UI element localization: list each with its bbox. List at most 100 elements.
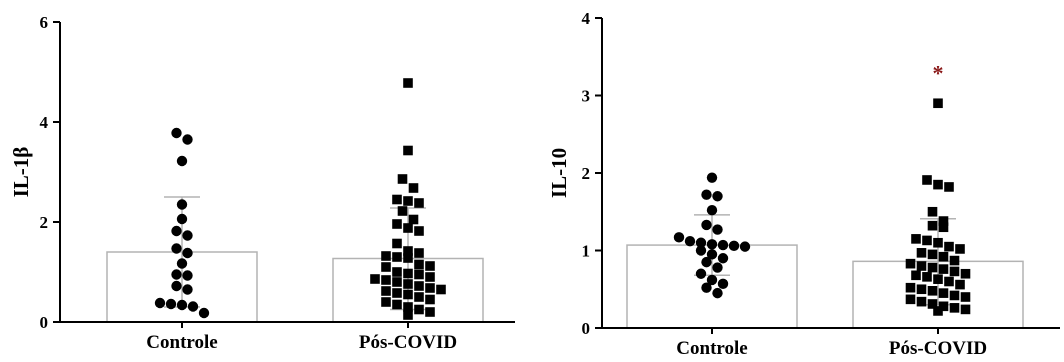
- point-1-40: [414, 304, 424, 315]
- point-0-0: [171, 127, 182, 139]
- point-1-37: [938, 301, 949, 312]
- point-1-11: [414, 226, 424, 236]
- point-0-12: [739, 241, 751, 252]
- point-1-39: [960, 304, 971, 315]
- point-0-20: [717, 278, 729, 290]
- point-0-4: [176, 213, 188, 225]
- point-1-41: [425, 307, 435, 317]
- y-tick-label-3: 6: [40, 13, 49, 32]
- point-1-12: [392, 238, 402, 249]
- point-1-3: [944, 182, 954, 192]
- point-0-18: [695, 268, 707, 279]
- point-1-16: [949, 255, 960, 266]
- point-0-3: [176, 199, 188, 210]
- point-1-18: [414, 259, 424, 270]
- point-1-31: [436, 284, 446, 295]
- y-tick-label-2: 4: [40, 113, 49, 132]
- point-1-30: [425, 283, 435, 293]
- point-0-3: [706, 205, 718, 216]
- point-1-1: [403, 145, 413, 156]
- y-axis-label: IL-10: [547, 148, 571, 198]
- point-1-10: [403, 223, 413, 233]
- point-1-38: [392, 299, 402, 310]
- point-1-17: [403, 253, 413, 263]
- point-0-11: [728, 240, 740, 252]
- point-0-16: [176, 299, 188, 311]
- point-1-22: [960, 268, 971, 279]
- point-1-38: [949, 303, 960, 313]
- point-0-13: [182, 284, 193, 295]
- point-1-26: [944, 276, 954, 287]
- point-0-0: [706, 172, 718, 183]
- point-1-30: [927, 286, 938, 296]
- point-0-1: [701, 189, 712, 200]
- point-0-11: [182, 270, 193, 281]
- point-1-29: [916, 284, 927, 295]
- x-category-label-0: Controle: [676, 338, 747, 359]
- y-tick-label-4: 4: [582, 9, 591, 28]
- point-1-12: [955, 244, 965, 254]
- il10-panel: 0 1 2 3 4 Controle Pós-COVID IL-10 *: [547, 9, 1060, 359]
- point-0-12: [171, 280, 182, 292]
- point-1-18: [916, 261, 927, 271]
- y-tick-label-2: 2: [582, 164, 591, 183]
- point-1-27: [955, 279, 965, 290]
- x-category-label-0: Controle: [146, 332, 217, 353]
- y-tick-label-0: 0: [582, 319, 591, 338]
- point-1-19: [927, 262, 938, 273]
- point-1-15: [938, 251, 949, 262]
- point-0-21: [701, 282, 712, 293]
- point-1-29: [414, 281, 424, 291]
- point-1-35: [916, 296, 927, 307]
- point-0-2: [176, 155, 188, 167]
- il1b-panel: 0 2 4 6 Controle Pós-COVID IL-1β: [9, 13, 515, 353]
- point-0-13: [695, 245, 707, 256]
- y-tick-label-0: 0: [40, 313, 49, 332]
- point-1-3: [408, 183, 419, 193]
- significance-marker-0: *: [933, 60, 944, 85]
- point-0-9: [176, 258, 188, 269]
- point-1-7: [938, 222, 949, 233]
- point-1-34: [403, 289, 413, 300]
- x-category-label-1: Pós-COVID: [889, 338, 987, 359]
- point-0-5: [712, 224, 723, 235]
- point-1-28: [403, 279, 413, 289]
- y-tick-label-1: 2: [40, 213, 49, 232]
- point-0-2: [712, 191, 723, 202]
- point-1-0: [933, 98, 943, 109]
- point-0-15: [717, 253, 729, 264]
- point-1-11: [944, 241, 954, 252]
- point-1-32: [381, 286, 391, 296]
- point-0-5: [171, 225, 182, 237]
- point-1-8: [408, 214, 419, 225]
- point-1-6: [927, 220, 938, 231]
- point-1-5: [938, 216, 949, 226]
- y-axis-label: IL-1β: [9, 147, 33, 198]
- point-1-1: [922, 175, 932, 185]
- point-0-14: [706, 249, 718, 260]
- point-0-1: [182, 134, 193, 145]
- point-1-25: [370, 274, 380, 284]
- point-0-17: [712, 262, 723, 273]
- point-1-19: [425, 261, 435, 271]
- point-0-10: [717, 239, 729, 251]
- point-1-21: [949, 266, 960, 277]
- point-1-16: [392, 252, 402, 262]
- point-1-40: [933, 306, 943, 316]
- point-1-4: [927, 206, 938, 217]
- point-0-19: [706, 274, 718, 286]
- point-0-15: [165, 298, 177, 310]
- point-1-28: [905, 282, 916, 293]
- point-1-6: [414, 198, 424, 208]
- point-1-23: [911, 270, 921, 281]
- point-1-0: [403, 78, 413, 88]
- point-0-16: [701, 256, 712, 268]
- point-1-13: [403, 246, 413, 256]
- point-1-31: [938, 288, 949, 298]
- point-1-9: [922, 235, 932, 246]
- point-0-8: [182, 247, 193, 259]
- point-1-15: [381, 251, 391, 261]
- point-1-9: [392, 219, 402, 229]
- point-0-22: [712, 287, 723, 299]
